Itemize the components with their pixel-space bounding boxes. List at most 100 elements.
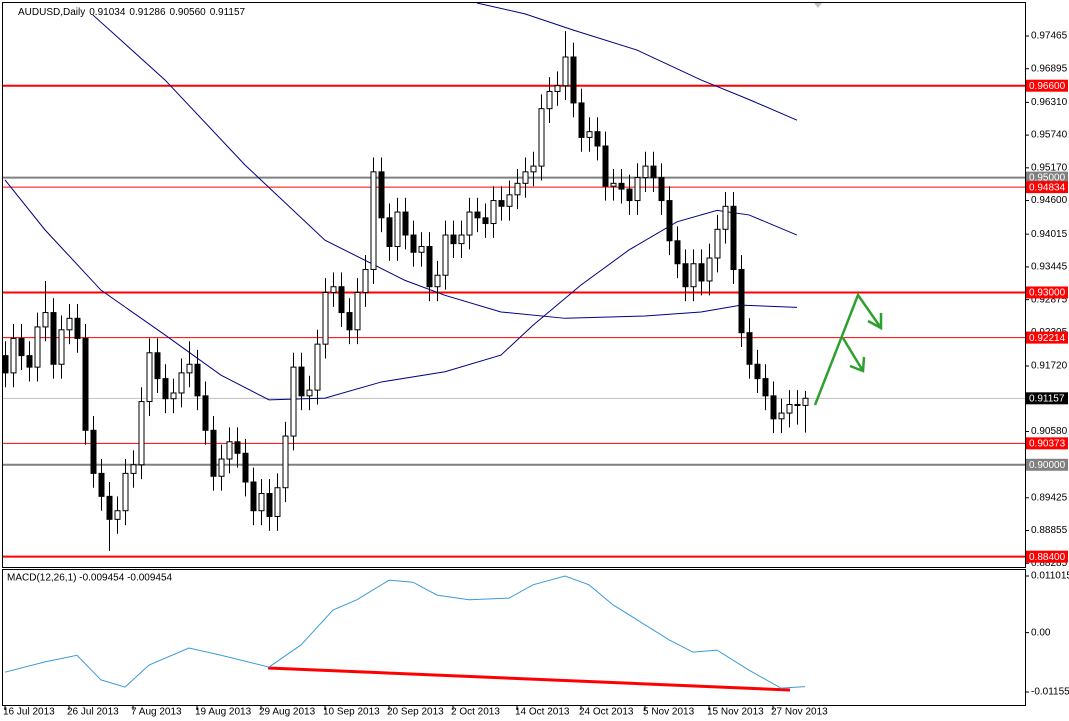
candle-body (514, 182, 521, 196)
candle-body (554, 85, 561, 92)
candle-body (498, 200, 505, 207)
level-label-box (1026, 181, 1068, 194)
level-label: 0.90373 (1029, 438, 1066, 449)
level-label-box (1026, 171, 1068, 184)
level-label: 0.91157 (1029, 393, 1065, 404)
level-label: 0.96600 (1029, 81, 1066, 92)
x-tick-label: 14 Oct 2013 (515, 707, 570, 718)
macd-y-tick-label: -0.01155 (1031, 687, 1069, 698)
candle-body (418, 246, 425, 253)
candle-body (786, 403, 793, 414)
candle-body (634, 177, 641, 202)
level-label-box (1026, 286, 1068, 299)
candle-body (138, 401, 145, 466)
macd-trendline (267, 666, 791, 692)
candle-body (450, 234, 457, 245)
candle-body (722, 205, 729, 230)
y-tick-label: 0.96895 (1031, 63, 1068, 74)
candle-body (738, 268, 745, 334)
y-tick-label: 0.97465 (1031, 31, 1068, 42)
candle-body (530, 165, 537, 173)
level-label: 0.94834 (1029, 182, 1066, 193)
candle-body (770, 395, 777, 420)
candle-body (538, 108, 545, 167)
candle-body (762, 378, 769, 397)
candle-body (650, 165, 657, 179)
candle-body (162, 378, 169, 400)
candle-body (354, 291, 361, 331)
candle-body (714, 228, 721, 259)
moving-average (4, 179, 798, 401)
candle-body (610, 182, 617, 187)
level-label-box (1026, 331, 1068, 344)
candle-body (682, 263, 689, 288)
x-tick-label: 24 Oct 2013 (579, 707, 634, 718)
candle-body (578, 102, 585, 138)
x-tick-label: 27 Nov 2013 (771, 707, 828, 718)
candle-body (690, 263, 697, 288)
y-tick-label: 0.91720 (1031, 361, 1068, 372)
candle-body (66, 317, 73, 331)
candle-body (266, 492, 273, 517)
shift-marker (814, 3, 822, 8)
y-tick-label: 0.95740 (1031, 130, 1068, 141)
main-panel-frame (2, 2, 1026, 568)
candle-body (458, 234, 465, 245)
arrow-path (813, 292, 883, 406)
candle-body (26, 355, 33, 368)
candle-body (258, 492, 265, 512)
candle-body (314, 343, 321, 391)
candle-body (754, 363, 761, 380)
candle-body (202, 395, 209, 431)
candle-body (482, 217, 489, 225)
y-tick-label: 0.88855 (1031, 525, 1068, 536)
candle-body (434, 274, 441, 288)
candle-body (338, 286, 345, 314)
x-tick-label: 15 Nov 2013 (707, 707, 764, 718)
candle-body (186, 363, 193, 374)
moving-average (92, 14, 798, 319)
candle-body (226, 441, 233, 460)
candle-body (674, 240, 681, 265)
macd-title: MACD(12,26,1) -0.009454 -0.009454 (7, 573, 173, 584)
level-label-box (1026, 458, 1068, 471)
y-tick-label: 0.94600 (1031, 195, 1068, 206)
candle-body (506, 194, 513, 207)
y-tick-label: 0.88285 (1031, 558, 1068, 569)
x-tick-label: 19 Aug 2013 (195, 707, 252, 718)
candle-body (154, 352, 161, 380)
level-label: 0.95000 (1029, 173, 1066, 184)
candle-body (546, 90, 553, 110)
x-tick-label: 29 Aug 2013 (259, 707, 316, 718)
candle-body (146, 352, 153, 403)
level-label-box (1026, 437, 1068, 450)
level-label: 0.88400 (1029, 552, 1066, 563)
macd-line (4, 575, 806, 689)
candle-body (426, 246, 433, 288)
candle-body (706, 257, 713, 282)
candle-body (442, 234, 449, 276)
moving-average (476, 3, 798, 121)
header-open: 0.91034 (89, 7, 126, 18)
candle-body (658, 177, 665, 202)
candle-body (90, 429, 97, 474)
candle-body (210, 429, 217, 477)
candle-body (346, 312, 353, 331)
chart-header: AUDUSD,Daily 0.91034 0.91286 0.90560 0.91157 (18, 7, 246, 18)
y-tick-label: 0.96310 (1031, 97, 1068, 108)
y-tick-label: 0.92875 (1031, 294, 1068, 305)
candle-body (194, 363, 201, 397)
axes: 0.97465 0.96895 0.96310 0.95740 0.95170 0.946… (3, 31, 1069, 718)
y-tick-label: 0.93445 (1031, 262, 1068, 273)
arrow-head (849, 356, 866, 373)
candle-body (626, 188, 633, 202)
candle-body (474, 211, 481, 219)
candle-body (218, 458, 225, 477)
candle-body (562, 56, 569, 87)
level-label: 0.93000 (1029, 288, 1066, 299)
x-tick-label: 7 Aug 2013 (131, 707, 182, 718)
x-tick-label: 10 Sep 2013 (323, 707, 380, 718)
candle-body (730, 205, 737, 270)
candle-body (594, 131, 601, 147)
